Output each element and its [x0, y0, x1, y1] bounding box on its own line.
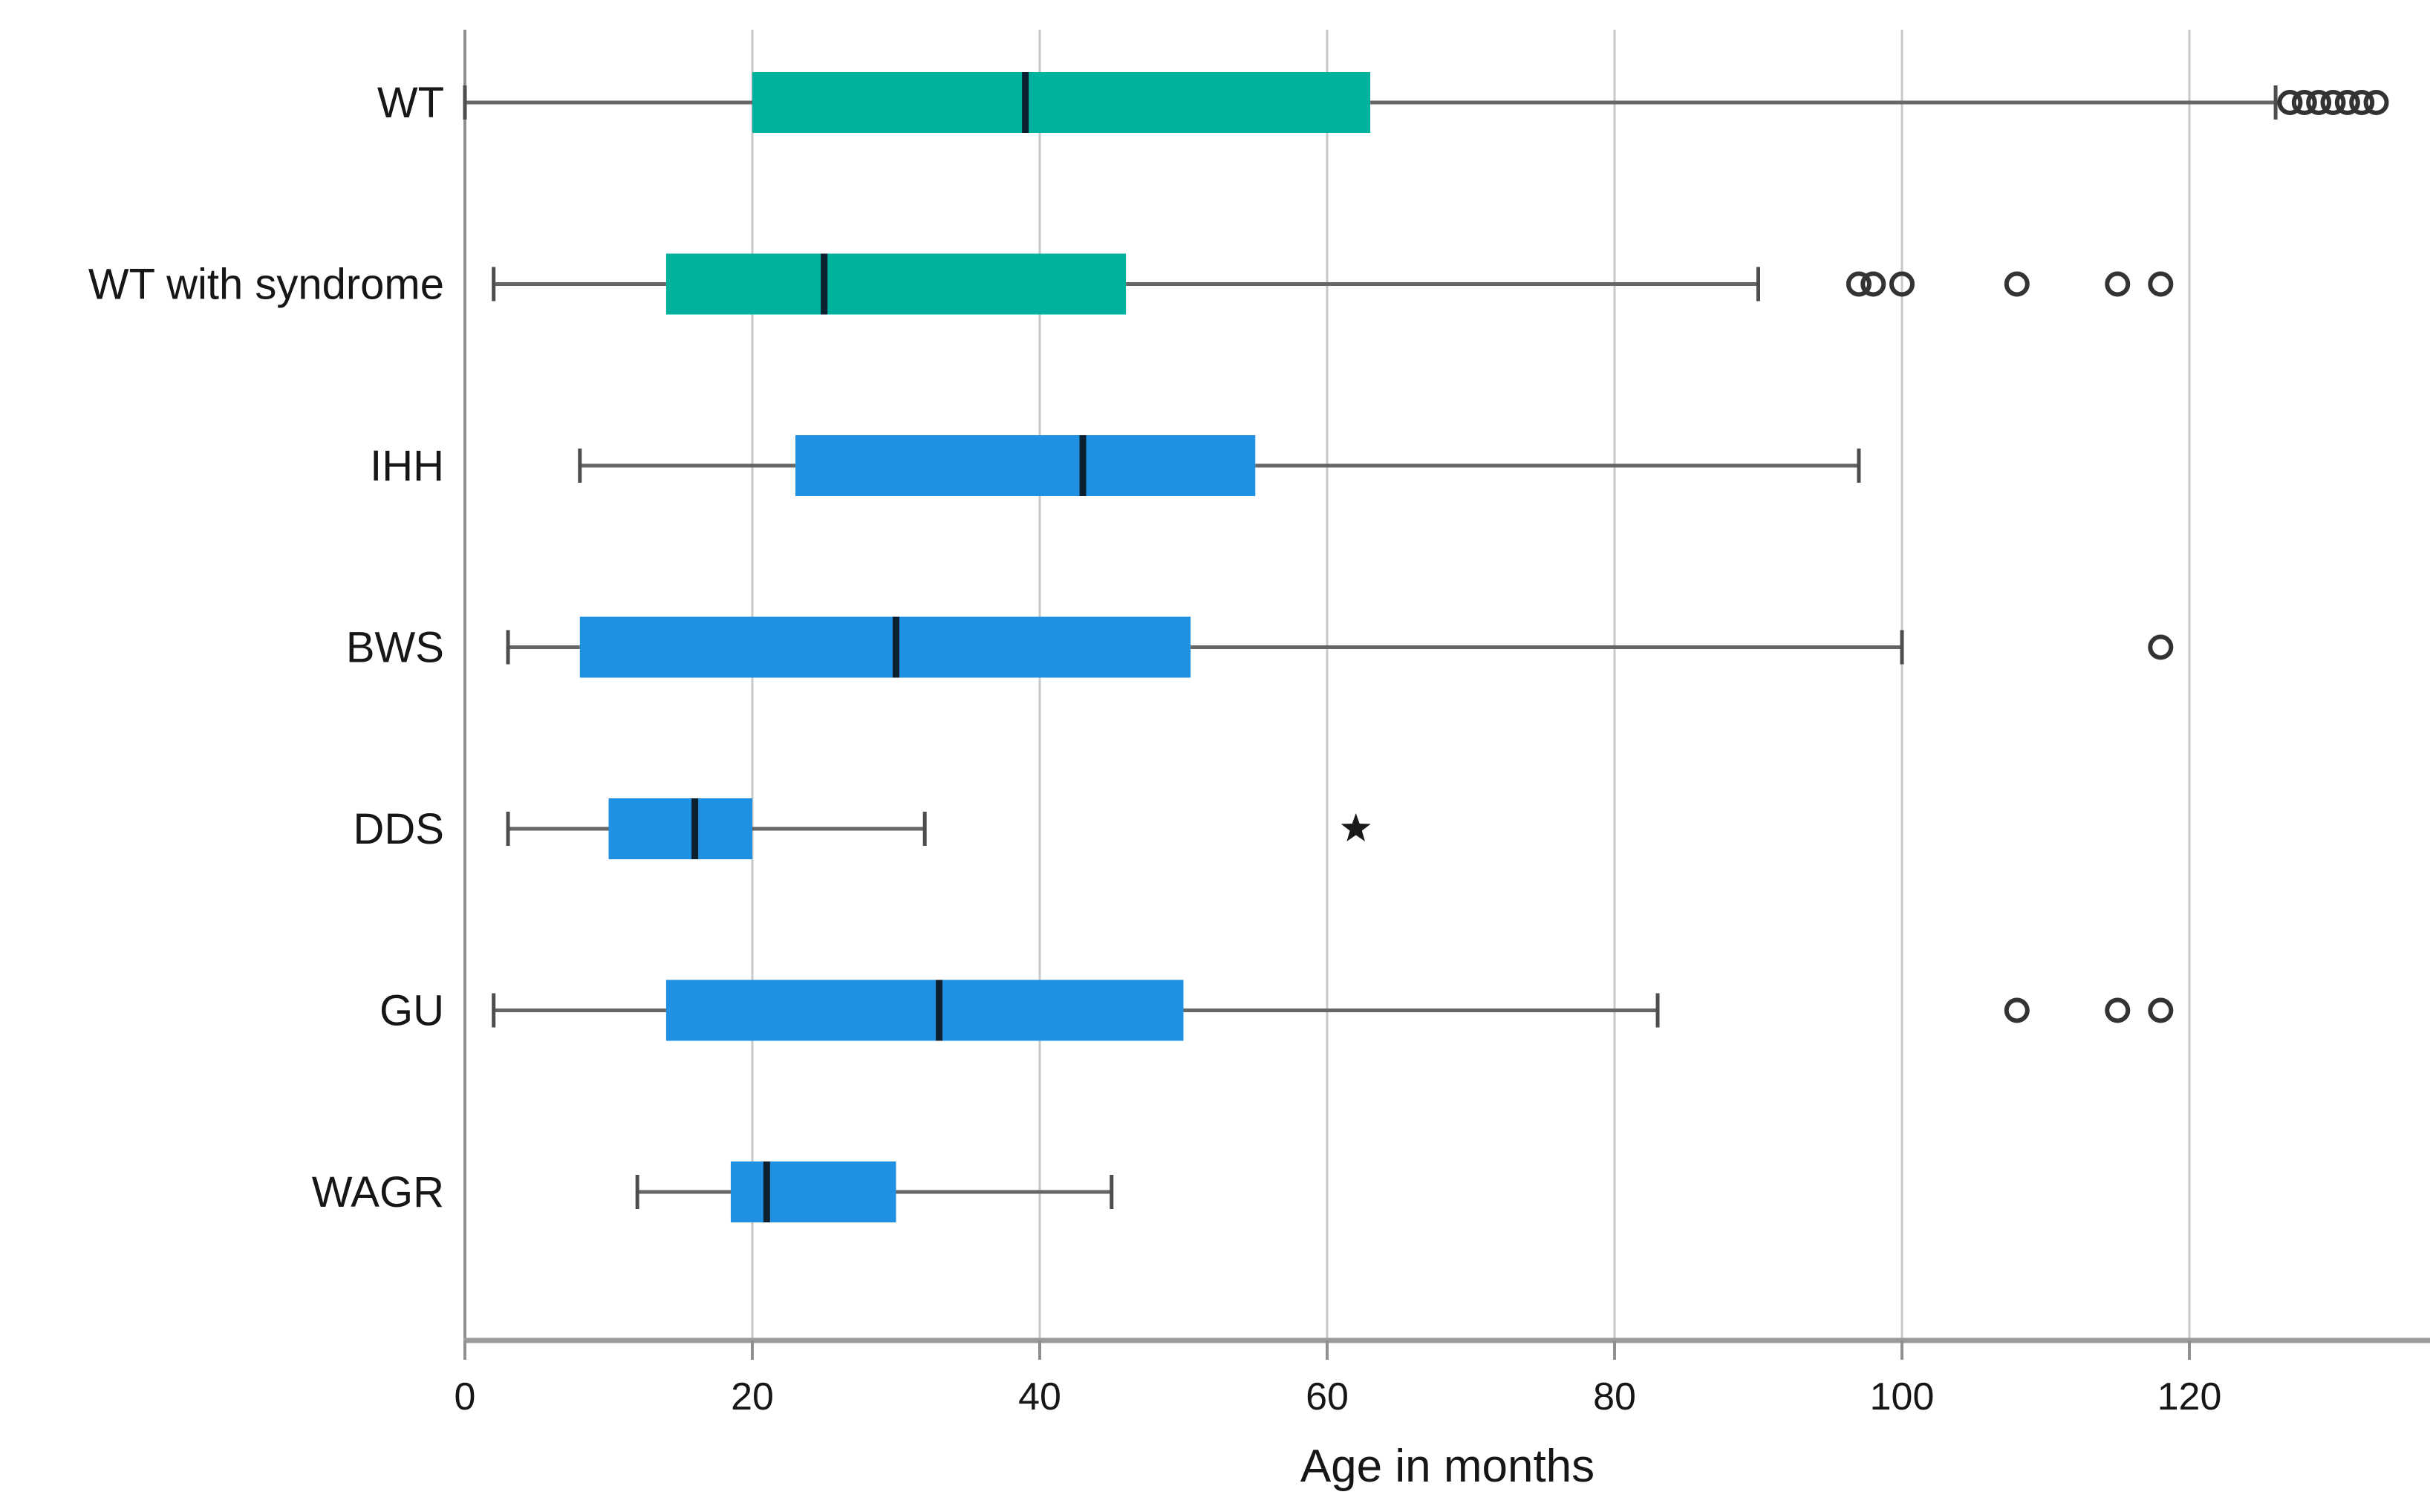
category-label-bws: BWS [346, 624, 444, 672]
category-label-wt: WT [377, 79, 444, 127]
box-wt [752, 72, 1371, 133]
outlier-circle-bws-118 [2148, 634, 2174, 660]
category-label-wagr: WAGR [312, 1168, 444, 1216]
extreme-outlier-star-dds-62 [1341, 813, 1371, 841]
outlier-circle-gu-115 [2105, 997, 2131, 1023]
box-dds [608, 798, 752, 859]
outlier-circle-wt-with-syndrome-118 [2148, 271, 2174, 297]
box-bws [579, 616, 1191, 678]
category-label-wt-with-syndrome: WT with syndrome [88, 261, 444, 309]
x-tick-label-80: 80 [1593, 1375, 1636, 1418]
outlier-circle-wt-130 [2320, 90, 2346, 115]
box-ihh [795, 435, 1256, 496]
outlier-circle-wt-129 [2306, 90, 2332, 115]
x-tick-label-20: 20 [731, 1375, 774, 1418]
outlier-circle-wt-131 [2334, 90, 2360, 115]
outlier-circle-wt-127 [2277, 90, 2303, 115]
box-wagr [730, 1161, 896, 1222]
outlier-circle-gu-108 [2004, 997, 2030, 1023]
category-label-gu: GU [380, 987, 444, 1035]
x-tick-label-100: 100 [1870, 1375, 1935, 1418]
outlier-circle-wt-128 [2291, 90, 2317, 115]
x-tick-label-40: 40 [1018, 1375, 1061, 1418]
outlier-circle-wt-with-syndrome-100 [1889, 271, 1915, 297]
outlier-circle-wt-132 [2349, 90, 2375, 115]
category-label-dds: DDS [354, 805, 444, 853]
x-tick-label-120: 120 [2157, 1375, 2222, 1418]
box-wt-with-syndrome [665, 253, 1127, 315]
outlier-circle-wt-with-syndrome-97 [1846, 271, 1872, 297]
outlier-circle-gu-118 [2148, 997, 2174, 1023]
outlier-circle-wt-with-syndrome-98 [1860, 271, 1886, 297]
x-axis-title: Age in months [1300, 1441, 1595, 1492]
x-tick-label-0: 0 [455, 1375, 476, 1418]
outlier-circle-wt-133 [2363, 90, 2389, 115]
category-label-ihh: IHH [370, 442, 444, 490]
outlier-circle-wt-with-syndrome-108 [2004, 271, 2030, 297]
box-gu [665, 980, 1184, 1041]
outlier-circle-wt-with-syndrome-115 [2105, 271, 2131, 297]
x-tick-label-60: 60 [1306, 1375, 1349, 1418]
